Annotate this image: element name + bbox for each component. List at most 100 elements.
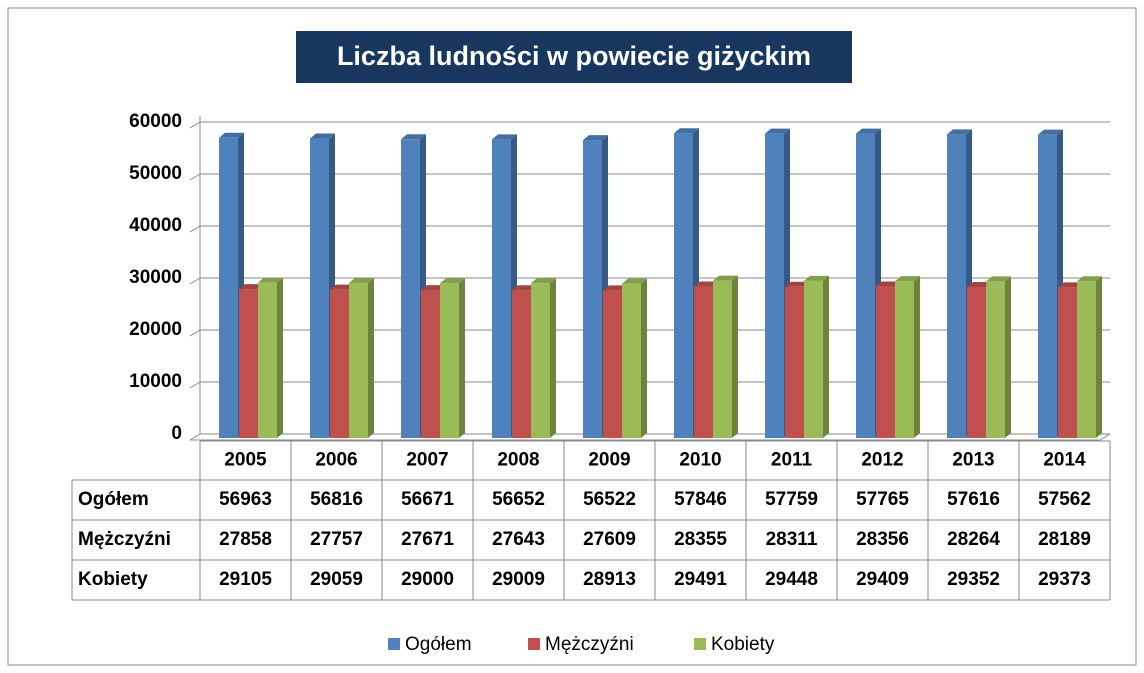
table-cell: 29000 <box>401 569 454 590</box>
legend-swatch <box>694 638 706 650</box>
bar <box>622 283 641 438</box>
y-tick-label: 20000 <box>129 319 182 340</box>
bar-top <box>694 281 719 287</box>
bar <box>512 290 531 438</box>
bar <box>239 289 258 438</box>
bar-side <box>277 277 283 438</box>
bar <box>895 281 914 438</box>
table-cell: 29373 <box>1038 569 1091 590</box>
table-cell: 56522 <box>583 489 636 510</box>
table-cell: 29105 <box>219 569 272 590</box>
bar-top <box>401 134 426 140</box>
table-cell: 27671 <box>401 529 454 550</box>
table-row-label: Kobiety <box>78 569 148 590</box>
table-cell: 57562 <box>1038 489 1091 510</box>
bar-top <box>531 278 556 284</box>
table-cell: 29409 <box>856 569 909 590</box>
x-tick-label: 2010 <box>679 450 721 471</box>
bar <box>1058 287 1077 438</box>
y-tick-label: 40000 <box>129 215 182 236</box>
bar <box>713 280 732 438</box>
y-tick-label: 60000 <box>129 111 182 132</box>
bar <box>583 140 602 438</box>
y-tick-label: 30000 <box>129 267 182 288</box>
bar <box>876 286 895 438</box>
bar-top <box>421 285 446 291</box>
x-tick-label: 2009 <box>588 450 630 471</box>
bar-top <box>603 285 628 291</box>
bar-top <box>492 134 517 140</box>
bar-top <box>349 277 374 283</box>
bar-side <box>1005 276 1011 438</box>
y-tick-label: 0 <box>171 423 182 444</box>
bar <box>401 139 420 439</box>
table-cell: 56671 <box>401 489 454 510</box>
chart-title: Liczba ludności w powiecie giżyckim <box>337 41 811 71</box>
table-cell: 56816 <box>310 489 363 510</box>
bar-top <box>330 284 355 290</box>
table-cell: 57765 <box>856 489 909 510</box>
y-tick-label: 10000 <box>129 371 182 392</box>
bar-top <box>1077 276 1102 282</box>
bar-top <box>258 277 283 283</box>
bar-top <box>622 278 647 284</box>
bar-side <box>459 278 465 438</box>
bar-top <box>219 132 244 138</box>
table-cell: 56652 <box>492 489 545 510</box>
x-tick-label: 2008 <box>497 450 539 471</box>
table-cell: 29352 <box>947 569 1000 590</box>
table-cell: 27858 <box>219 529 272 550</box>
bar-top <box>1038 129 1063 135</box>
x-tick-label: 2013 <box>952 450 994 471</box>
bar <box>258 282 277 438</box>
title-box <box>296 31 852 83</box>
bar <box>947 134 966 439</box>
bar-top <box>239 284 264 290</box>
bar-side <box>823 275 829 438</box>
x-tick-label: 2005 <box>224 450 267 471</box>
bar <box>765 133 784 438</box>
table-cell: 29059 <box>310 569 363 590</box>
y-tick-label: 50000 <box>129 163 182 184</box>
table-cell: 27757 <box>310 529 363 550</box>
table-cell: 28913 <box>583 569 636 590</box>
table-cell: 57616 <box>947 489 1000 510</box>
bar <box>310 138 329 438</box>
bar-top <box>674 128 699 134</box>
table-cell: 56963 <box>219 489 272 510</box>
bar-side <box>550 278 556 438</box>
table-row-label: Mężczyźni <box>78 529 171 550</box>
legend-swatch <box>528 638 540 650</box>
bar-side <box>368 277 374 438</box>
bar <box>694 286 713 438</box>
table-cell: 27643 <box>492 529 545 550</box>
table-row-label: Ogółem <box>78 489 149 510</box>
table-cell: 27609 <box>583 529 636 550</box>
bar-top <box>713 275 738 281</box>
plot-wall <box>190 116 1111 441</box>
bar-top <box>1058 282 1083 288</box>
table-cell: 28189 <box>1038 529 1091 550</box>
bar <box>603 290 622 438</box>
bar-top <box>512 285 537 291</box>
bar <box>440 283 459 438</box>
bar <box>219 137 238 438</box>
table-cell: 28311 <box>766 529 818 550</box>
bar-top <box>583 135 608 141</box>
table-grid <box>71 440 1111 601</box>
table-cell: 57846 <box>674 489 727 510</box>
table-cell: 28355 <box>674 529 727 550</box>
bar <box>531 283 550 438</box>
bar-top <box>967 282 992 288</box>
legend-label: Kobiety <box>711 634 775 655</box>
bar-top <box>876 281 901 287</box>
table-cell: 28356 <box>856 529 909 550</box>
bar-top <box>947 129 972 135</box>
table-cell: 29448 <box>765 569 818 590</box>
x-tick-label: 2014 <box>1043 450 1086 471</box>
bar-top <box>856 128 881 134</box>
bar-top <box>765 128 790 134</box>
bar <box>1077 281 1096 438</box>
bar-top <box>986 276 1011 282</box>
